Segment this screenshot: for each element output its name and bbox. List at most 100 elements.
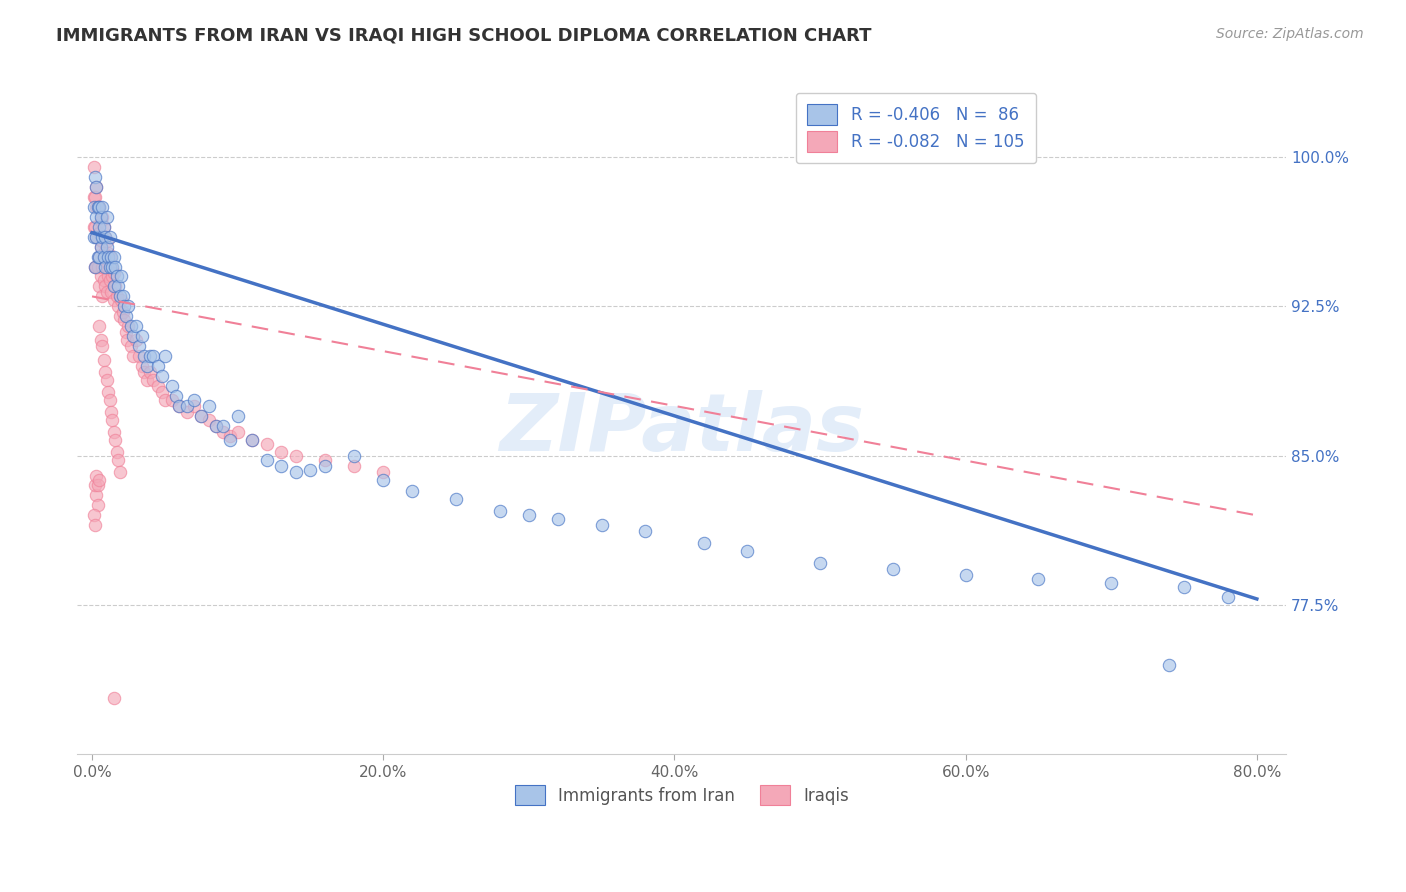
Point	[93, 245, 115, 260]
Point	[190, 409, 212, 423]
Point	[96, 260, 118, 274]
Point	[212, 418, 235, 433]
Point	[197, 399, 219, 413]
Point	[86, 210, 108, 224]
Point	[93, 219, 115, 234]
Point	[89, 250, 111, 264]
Point	[108, 465, 131, 479]
Point	[153, 349, 176, 363]
Point	[90, 213, 112, 227]
Point	[89, 200, 111, 214]
Point	[104, 260, 127, 274]
Point	[83, 219, 105, 234]
Point	[197, 413, 219, 427]
Point	[343, 449, 366, 463]
Point	[104, 433, 127, 447]
Point	[735, 544, 758, 558]
Point	[91, 229, 114, 244]
Point	[256, 452, 278, 467]
Point	[120, 339, 142, 353]
Point	[89, 473, 111, 487]
Point	[226, 409, 249, 423]
Point	[190, 409, 212, 423]
Point	[87, 499, 110, 513]
Point	[107, 279, 129, 293]
Point	[94, 279, 117, 293]
Point	[100, 285, 122, 300]
Point	[89, 279, 111, 293]
Point	[96, 285, 118, 300]
Point	[96, 210, 118, 224]
Point	[1173, 580, 1195, 594]
Point	[955, 568, 977, 582]
Point	[139, 349, 162, 363]
Point	[117, 299, 139, 313]
Point	[97, 384, 120, 399]
Point	[91, 289, 114, 303]
Point	[86, 260, 108, 274]
Point	[87, 250, 110, 264]
Point	[84, 169, 107, 184]
Point	[176, 405, 198, 419]
Point	[169, 399, 191, 413]
Point	[299, 462, 322, 476]
Point	[84, 260, 107, 274]
Point	[169, 399, 191, 413]
Point	[114, 325, 136, 339]
Point	[591, 518, 613, 533]
Point	[284, 449, 307, 463]
Point	[134, 349, 156, 363]
Point	[83, 229, 105, 244]
Point	[86, 488, 108, 502]
Point	[93, 250, 115, 264]
Point	[160, 379, 183, 393]
Point	[86, 180, 108, 194]
Point	[284, 465, 307, 479]
Point	[634, 524, 657, 539]
Point	[89, 226, 111, 240]
Point	[103, 250, 125, 264]
Point	[112, 299, 135, 313]
Point	[120, 319, 142, 334]
Point	[101, 269, 124, 284]
Point	[110, 269, 132, 284]
Point	[103, 293, 125, 308]
Point	[204, 418, 226, 433]
Point	[97, 269, 120, 284]
Point	[444, 492, 467, 507]
Point	[142, 349, 165, 363]
Point	[86, 229, 108, 244]
Point	[101, 413, 124, 427]
Point	[83, 200, 105, 214]
Point	[83, 508, 105, 523]
Point	[89, 250, 111, 264]
Point	[256, 436, 278, 450]
Point	[150, 384, 173, 399]
Point	[94, 229, 117, 244]
Point	[1028, 572, 1050, 586]
Point	[97, 245, 120, 260]
Point	[91, 260, 114, 274]
Point	[86, 229, 108, 244]
Point	[97, 250, 120, 264]
Point	[98, 273, 121, 287]
Point	[131, 329, 153, 343]
Point	[517, 508, 540, 523]
Point	[204, 418, 226, 433]
Point	[93, 353, 115, 368]
Point	[103, 691, 125, 706]
Point	[121, 349, 143, 363]
Point	[882, 562, 904, 576]
Point	[373, 465, 395, 479]
Point	[105, 289, 128, 303]
Point	[98, 250, 121, 264]
Point	[84, 260, 107, 274]
Point	[240, 433, 263, 447]
Point	[91, 234, 114, 248]
Point	[146, 379, 169, 393]
Point	[94, 260, 117, 274]
Point	[104, 279, 127, 293]
Point	[98, 260, 121, 274]
Point	[94, 365, 117, 379]
Point	[547, 512, 569, 526]
